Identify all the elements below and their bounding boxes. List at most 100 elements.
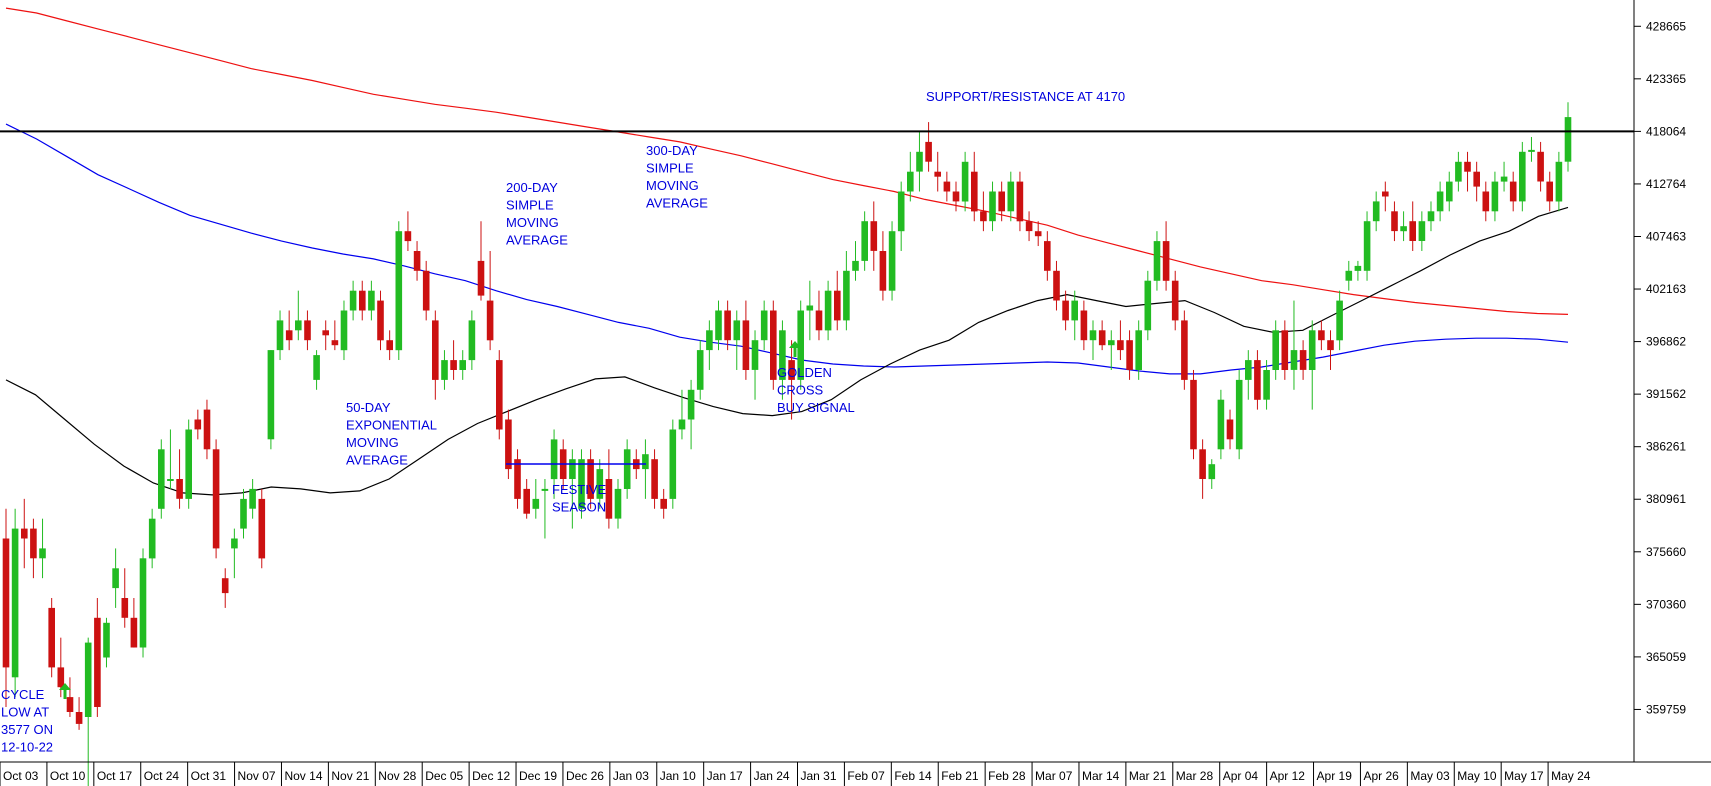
- candle-body: [231, 538, 238, 549]
- candle-body: [751, 340, 759, 370]
- ema50-line: [5, 206, 1569, 496]
- candle-body: [194, 419, 202, 430]
- candle-body: [349, 290, 357, 311]
- candle: [1153, 231, 1161, 291]
- candle: [295, 290, 302, 341]
- candle: [1491, 171, 1499, 222]
- sma200-label-line: SIMPLE: [506, 198, 554, 213]
- candle: [687, 379, 695, 450]
- x-tick-label: Jan 31: [801, 769, 837, 783]
- candle-body: [1034, 231, 1042, 237]
- candle: [706, 320, 713, 370]
- x-tick-label: May 10: [1457, 769, 1497, 783]
- candle-body: [340, 310, 348, 351]
- x-tick-label: Apr 04: [1223, 769, 1259, 783]
- x-tick-label: Dec 05: [425, 769, 463, 783]
- ema50-label-line: 50-DAY: [346, 400, 391, 415]
- x-tick-label: Dec 12: [472, 769, 510, 783]
- candle: [1354, 260, 1362, 281]
- candle: [523, 479, 530, 519]
- candle-body: [1555, 161, 1563, 202]
- candle: [1117, 320, 1124, 361]
- candle-body: [1391, 211, 1398, 232]
- x-tick-label: Nov 21: [331, 769, 369, 783]
- candle-body: [322, 330, 329, 336]
- sma300-line: [5, 7, 1569, 315]
- candle: [441, 350, 448, 390]
- candle: [569, 449, 576, 529]
- candle: [696, 340, 704, 400]
- candle-body: [185, 429, 192, 499]
- candle: [1126, 330, 1133, 380]
- candle-body: [678, 419, 686, 430]
- candle-body: [952, 191, 960, 202]
- candle: [486, 250, 494, 351]
- x-tick-label: Nov 07: [238, 769, 276, 783]
- candle: [1382, 181, 1389, 212]
- candle-body: [715, 310, 722, 341]
- candle: [1034, 221, 1042, 247]
- candle-body: [75, 712, 83, 724]
- candle-body: [1400, 226, 1407, 232]
- x-tick-label: Feb 14: [894, 769, 932, 783]
- candle-body: [1409, 221, 1416, 241]
- candle-body: [916, 151, 923, 172]
- candle-body: [824, 290, 832, 331]
- arrow-head: [789, 341, 801, 348]
- candle-body: [84, 642, 92, 717]
- x-tick-label: Apr 19: [1317, 769, 1353, 783]
- candle: [742, 300, 750, 380]
- candle-body: [1464, 161, 1471, 172]
- candle: [2, 508, 10, 708]
- candle-body: [1089, 330, 1097, 341]
- candle-body: [770, 310, 777, 380]
- x-tick-label: Dec 19: [519, 769, 557, 783]
- candle: [1108, 330, 1115, 370]
- candle: [121, 568, 129, 628]
- candle: [1272, 320, 1279, 380]
- candle-body: [395, 231, 403, 351]
- candle: [496, 350, 503, 440]
- candle: [377, 290, 384, 351]
- candle-body: [1208, 464, 1216, 480]
- candle-body: [724, 310, 731, 341]
- candle-body: [477, 260, 485, 296]
- candle-body: [285, 330, 293, 341]
- candle: [1363, 211, 1371, 281]
- candle: [678, 389, 686, 440]
- candle-body: [1117, 340, 1124, 351]
- candle: [1098, 320, 1106, 351]
- candle: [1537, 141, 1544, 192]
- candle: [605, 449, 613, 529]
- candle-body: [139, 558, 147, 648]
- candle-body: [1053, 270, 1060, 301]
- candle: [1299, 340, 1307, 380]
- candle-body: [422, 270, 430, 311]
- candle-body: [779, 330, 786, 380]
- candle-body: [541, 488, 549, 491]
- sma300-label-line: AVERAGE: [646, 196, 708, 211]
- candle-body: [1098, 330, 1106, 346]
- candle: [103, 617, 110, 668]
- candle-body: [1272, 330, 1279, 370]
- candle: [1473, 161, 1480, 202]
- candle: [368, 280, 375, 321]
- candle-body: [505, 419, 512, 470]
- ema50-label-line: AVERAGE: [346, 453, 408, 468]
- candle: [1226, 409, 1234, 450]
- cycle-low-label-line: LOW AT: [1, 705, 49, 720]
- candle: [843, 250, 850, 331]
- candle: [587, 449, 594, 509]
- y-tick-label: 402163: [1646, 282, 1686, 296]
- candle: [148, 508, 156, 569]
- candle-body: [998, 191, 1005, 212]
- candle-body: [1537, 151, 1544, 182]
- candle-body: [496, 360, 503, 430]
- x-tick-label: Dec 26: [566, 769, 604, 783]
- candle: [1336, 290, 1343, 351]
- candle-body: [1446, 181, 1453, 202]
- candle: [221, 568, 229, 608]
- candle-body: [651, 459, 658, 499]
- candle-body: [1299, 350, 1307, 370]
- candle: [1044, 231, 1051, 281]
